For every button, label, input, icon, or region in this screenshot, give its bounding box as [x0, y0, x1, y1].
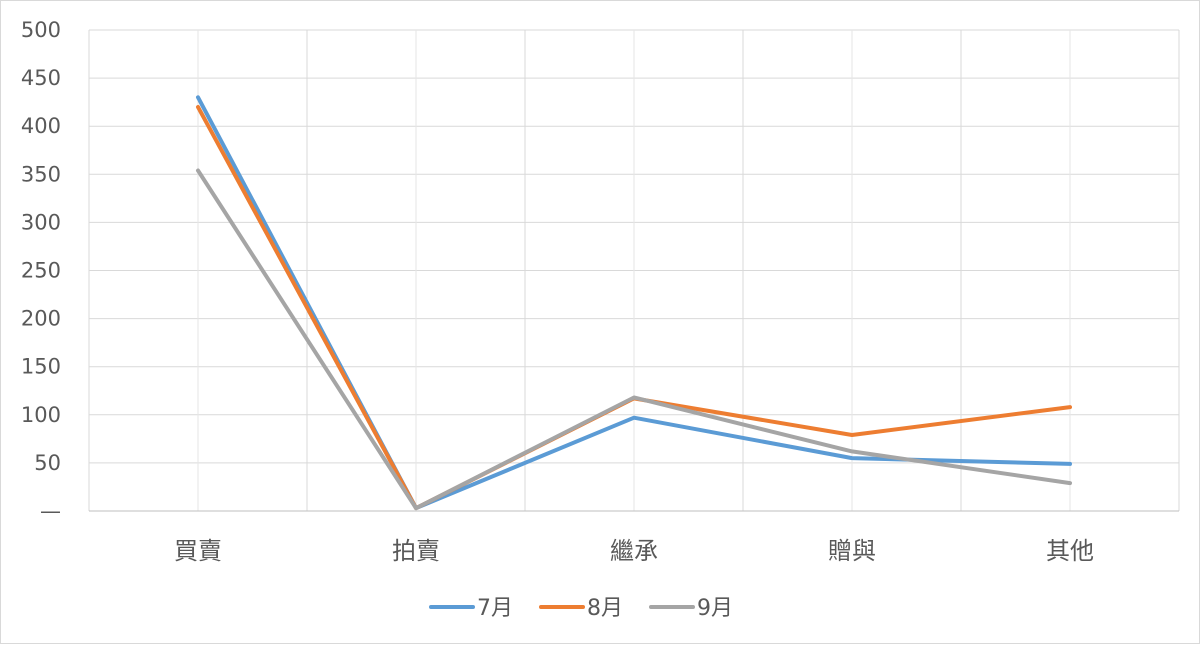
y-tick-label: 200 — [21, 307, 61, 331]
x-tick-label: 其他 — [1046, 537, 1094, 565]
series-lines — [196, 95, 1072, 511]
legend: 7月 8月 9月 — [429, 596, 733, 621]
y-tick-label: 500 — [21, 18, 61, 42]
x-tick-label: 買賣 — [174, 537, 222, 565]
axes: — 50 100 150 200 250 300 350 400 450 500 買賣 拍賣 繼承 贈與 其他 — [21, 18, 1179, 565]
gridlines — [88, 29, 1180, 511]
y-tick-label: 350 — [21, 162, 61, 186]
y-tick-label: — — [40, 499, 61, 523]
series-line — [196, 168, 1072, 511]
y-tick-label: 50 — [34, 451, 61, 475]
y-tick-label: 100 — [21, 403, 61, 427]
x-tick-label: 贈與 — [828, 537, 876, 565]
x-tick-label: 拍賣 — [392, 537, 440, 565]
legend-label: 7月 — [477, 596, 513, 621]
x-tick-label: 繼承 — [610, 537, 658, 565]
y-tick-label: 400 — [21, 114, 61, 138]
y-tick-label: 150 — [21, 355, 61, 379]
legend-label: 9月 — [697, 596, 733, 621]
y-tick-label: 250 — [21, 259, 61, 283]
y-tick-label: 300 — [21, 210, 61, 234]
legend-label: 8月 — [587, 596, 623, 621]
y-tick-label: 450 — [21, 66, 61, 90]
